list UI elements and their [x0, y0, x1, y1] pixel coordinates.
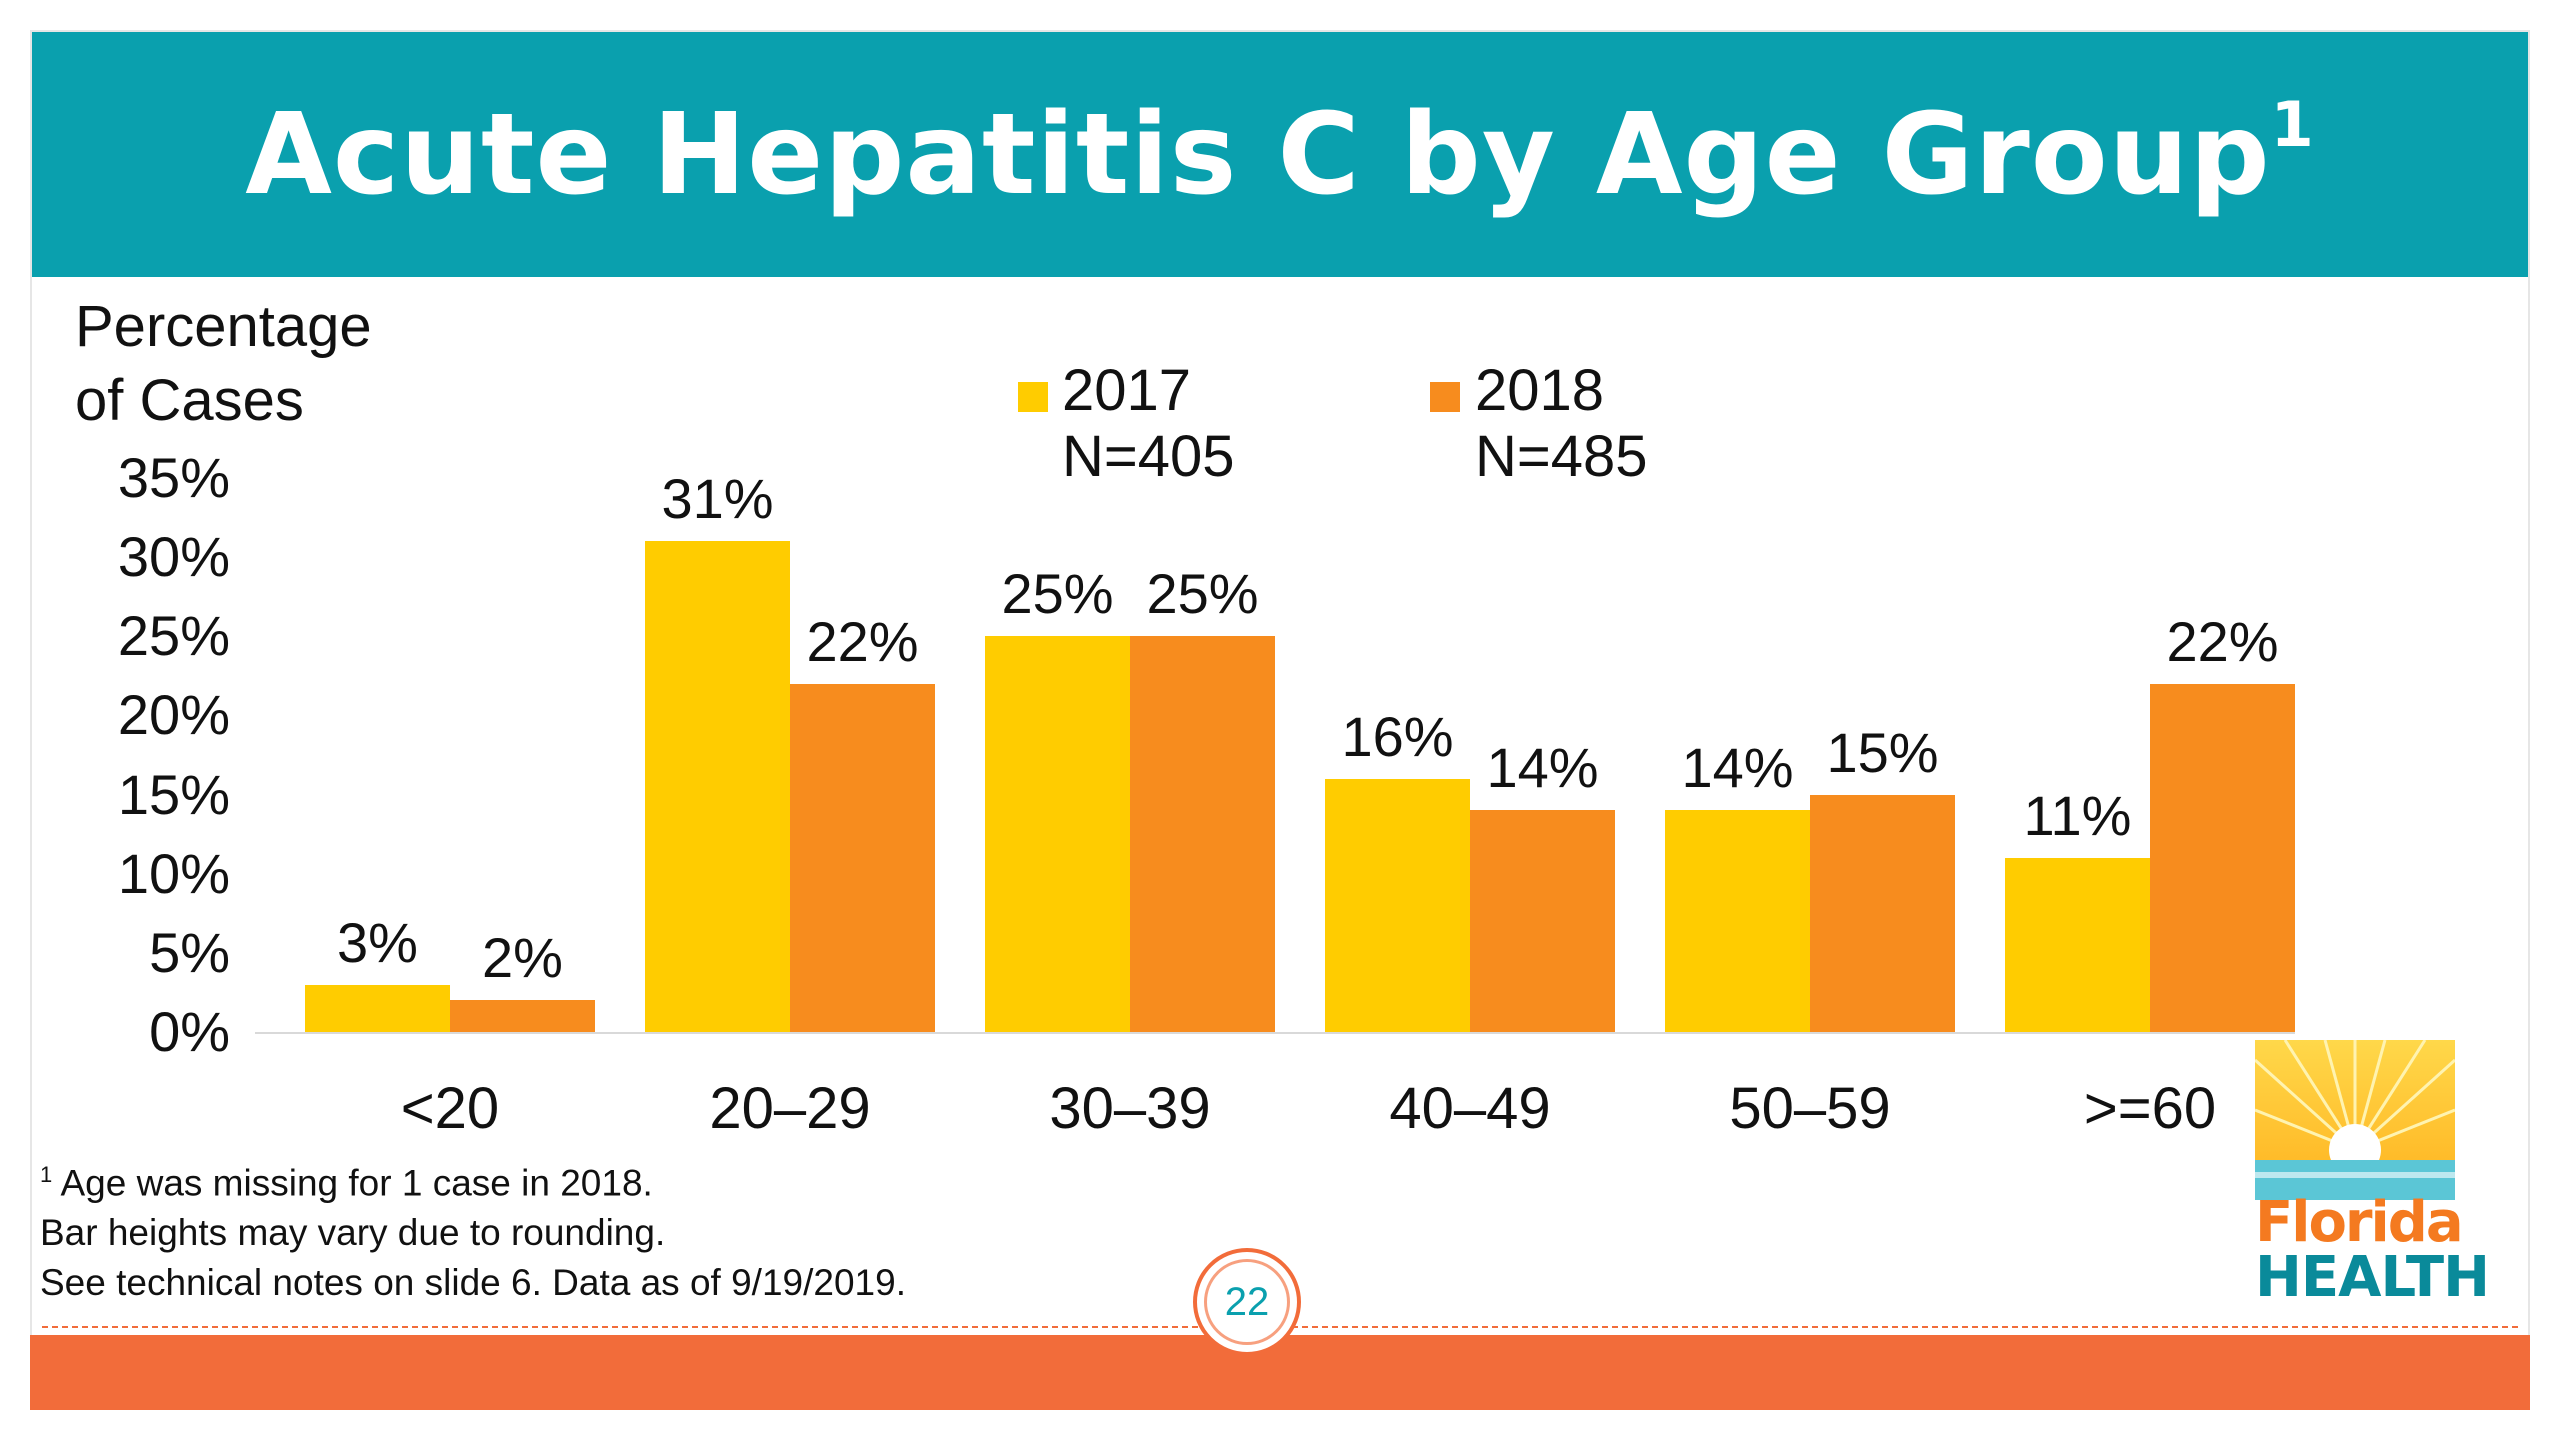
bar-2017-3 — [1325, 778, 1470, 1032]
footnote-2: Bar heights may vary due to rounding. — [40, 1212, 666, 1254]
legend-item-2018: 2018 N=485 — [1475, 358, 1648, 490]
florida-health-logo: Florida HEALTH — [2253, 1039, 2490, 1310]
footer-bar — [30, 1335, 2530, 1410]
y-axis-label: Percentage of Cases — [75, 290, 372, 438]
legend-2017-n: N=405 — [1062, 424, 1235, 489]
slide-title: Acute Hepatitis C by Age Group1 — [245, 88, 2315, 220]
y-tick-label: 20% — [117, 683, 230, 747]
footnotes: 1 Age was missing for 1 case in 2018. Ba… — [40, 1150, 906, 1308]
y-tick-label: 0% — [149, 1000, 230, 1063]
y-axis-label-line2: of Cases — [75, 368, 304, 433]
footnote-1-text: Age was missing for 1 case in 2018. — [52, 1162, 653, 1204]
y-tick-label: 30% — [117, 525, 230, 589]
bar-value-label: 25% — [1146, 562, 1259, 626]
bar-value-label: 22% — [2166, 609, 2279, 673]
legend-swatch-2018 — [1430, 382, 1460, 412]
bar-value-label: 16% — [1341, 704, 1454, 768]
x-tick-label: 40–49 — [1389, 1076, 1551, 1141]
footnote-3: See technical notes on slide 6. Data as … — [40, 1262, 906, 1304]
legend-2017-name: 2017 — [1062, 358, 1192, 423]
x-axis-baseline — [255, 1032, 2295, 1034]
logo-florida-text: Florida — [2255, 1190, 2464, 1255]
logo-health-text: HEALTH — [2255, 1245, 2490, 1310]
y-tick-label: 10% — [117, 841, 230, 905]
footnote-1-sup: 1 — [40, 1162, 53, 1187]
title-bar: Acute Hepatitis C by Age Group1 — [32, 32, 2528, 277]
bar-2018-3 — [1470, 810, 1615, 1032]
bar-2017-0 — [305, 984, 450, 1032]
legend-2018-n: N=485 — [1475, 424, 1648, 489]
bar-2017-1 — [645, 541, 790, 1032]
sun-icon — [2253, 1039, 2457, 1200]
bar-value-label: 14% — [1681, 736, 1794, 800]
x-tick-label: 20–29 — [709, 1076, 871, 1141]
y-tick-label: 15% — [117, 762, 230, 826]
bar-value-label: 14% — [1486, 736, 1599, 800]
bar-value-label: 11% — [2023, 783, 2132, 847]
bar-value-label: 22% — [806, 609, 919, 673]
x-tick-label: 30–39 — [1049, 1076, 1211, 1141]
bar-value-label: 31% — [661, 467, 774, 531]
legend-item-2017: 2017 N=405 — [1062, 358, 1235, 490]
bar-value-label: 15% — [1826, 720, 1939, 784]
x-tick-label: >=60 — [2083, 1076, 2217, 1141]
page-number-badge: 22 — [1193, 1248, 1301, 1356]
title-superscript: 1 — [2270, 88, 2315, 162]
y-axis-label-line1: Percentage — [75, 294, 372, 359]
bar-value-label: 2% — [482, 926, 563, 990]
legend-2018-name: 2018 — [1475, 358, 1605, 423]
bar-2018-2 — [1130, 636, 1275, 1032]
x-tick-label: 50–59 — [1729, 1076, 1891, 1141]
page-number: 22 — [1204, 1259, 1290, 1345]
footnote-1: 1 Age was missing for 1 case in 2018. — [40, 1150, 906, 1208]
y-tick-label: 25% — [117, 604, 230, 668]
bar-value-label: 3% — [337, 910, 418, 974]
title-main: Acute Hepatitis C by Age Group — [245, 89, 2271, 220]
bar-2018-5 — [2150, 683, 2295, 1032]
bar-2018-0 — [450, 1000, 595, 1032]
slide: Acute Hepatitis C by Age Group1 — [30, 30, 2530, 1410]
legend-swatch-2017 — [1018, 382, 1048, 412]
bar-2017-2 — [985, 636, 1130, 1032]
bar-value-label: 25% — [1001, 562, 1114, 626]
bar-2018-4 — [1810, 794, 1955, 1032]
bar-2017-4 — [1665, 810, 1810, 1032]
bar-2018-1 — [790, 683, 935, 1032]
y-tick-label: 5% — [149, 920, 230, 984]
y-tick-label: 35% — [117, 446, 230, 509]
bar-2017-5 — [2005, 857, 2150, 1032]
x-tick-label: <20 — [400, 1076, 500, 1141]
